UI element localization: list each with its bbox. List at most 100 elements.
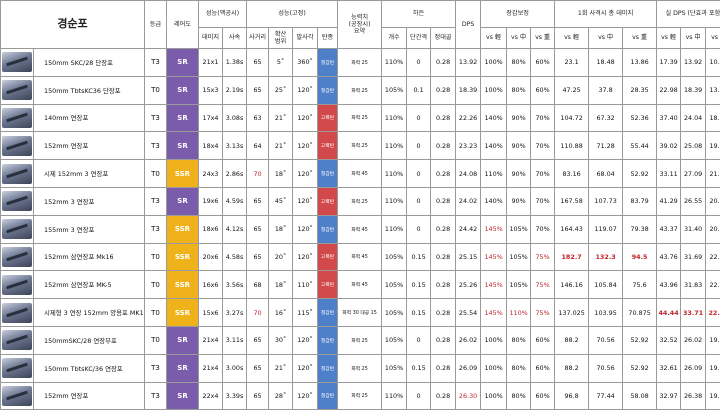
realdps-heavy-cell: 18.70	[706, 104, 720, 132]
arc-cell: 120˚	[293, 243, 318, 271]
dps-cell: 25.26	[456, 271, 481, 299]
range-header: 사거리	[247, 28, 269, 49]
gun-icon	[2, 386, 32, 406]
realdps-heavy-cell: 19.51	[706, 132, 720, 160]
interval-cell: 0.28	[431, 132, 456, 160]
spread-cell: 25˚	[269, 76, 293, 104]
grade-cell: T3	[145, 104, 167, 132]
realdps-light-cell: 43.96	[657, 271, 681, 299]
arc-cell: 110˚	[293, 271, 318, 299]
ammo-cell: 철갑탄	[318, 76, 338, 104]
dps-cell: 26.02	[456, 326, 481, 354]
realdps-light-cell: 43.37	[657, 215, 681, 243]
armor-medium-cell: 90%	[507, 187, 531, 215]
bullet-cell: 110%	[382, 187, 407, 215]
dps-cell: 13.92	[456, 49, 481, 77]
spread-cell: 21˚	[269, 354, 293, 382]
realdps-light-cell: 22.98	[657, 76, 681, 104]
bullet-cell: 110%	[382, 215, 407, 243]
realdps-light-cell: 32.52	[657, 326, 681, 354]
spread-cell: 30˚	[269, 326, 293, 354]
count-cell: 0	[407, 215, 431, 243]
armor-light-cell: 140%	[481, 104, 507, 132]
realdps-light-cell: 37.40	[657, 104, 681, 132]
arc-cell: 120˚	[293, 76, 318, 104]
realdps-medium-cell: 33.71	[681, 299, 706, 327]
speed-cell: 3.39s	[223, 382, 247, 410]
salvo-light-cell: 83.16	[555, 160, 589, 188]
armor-light-cell: 110%	[481, 160, 507, 188]
real-dps-heavy-header: vs 重	[706, 28, 720, 49]
armor-medium-cell: 105%	[507, 243, 531, 271]
gun-icon	[2, 358, 32, 378]
bullet-cell: 105%	[382, 326, 407, 354]
name-cell: 155mm 3 연장포	[34, 215, 145, 243]
rarity-cell: SR	[167, 132, 199, 160]
armor-heavy-cell: 60%	[531, 354, 555, 382]
dps-cell: 23.23	[456, 132, 481, 160]
speed-cell: 3.27s	[223, 299, 247, 327]
range-cell: 65	[247, 326, 269, 354]
ability-cell: 화력 25	[338, 104, 382, 132]
salvo-medium-cell: 67.32	[589, 104, 623, 132]
gun-icon	[2, 80, 32, 100]
armor-light-cell: 100%	[481, 326, 507, 354]
realdps-heavy-cell: 13.79	[706, 76, 720, 104]
bullet-cell: 105%	[382, 243, 407, 271]
spread-header: 확산 범위	[269, 28, 293, 49]
gun-icon-cell	[1, 354, 34, 382]
ammo-cell: 고폭탄	[318, 187, 338, 215]
arc-cell: 115˚	[293, 299, 318, 327]
grade-cell: T3	[145, 49, 167, 77]
armor-light-cell: 140%	[481, 132, 507, 160]
salvo-medium-cell: 71.28	[589, 132, 623, 160]
ability-cell: 화력 25	[338, 49, 382, 77]
bullet-cell: 105%	[382, 76, 407, 104]
rarity-cell: SSR	[167, 160, 199, 188]
realdps-heavy-cell: 10.44	[706, 49, 720, 77]
armor-heavy-cell: 60%	[531, 382, 555, 410]
salvo-light-cell: 167.58	[555, 187, 589, 215]
grade-cell: T0	[145, 326, 167, 354]
realdps-heavy-cell: 19.78	[706, 382, 720, 410]
realdps-light-cell: 44.44	[657, 299, 681, 327]
name-cell: 시제 152mm 3 연장포	[34, 160, 145, 188]
speed-cell: 3.00s	[223, 354, 247, 382]
salvo-light-cell: 88.2	[555, 354, 589, 382]
realdps-medium-cell: 31.40	[681, 215, 706, 243]
arc-cell: 360˚	[293, 49, 318, 77]
spread-cell: 20˚	[269, 243, 293, 271]
speed-cell: 3.11s	[223, 326, 247, 354]
realdps-medium-cell: 31.83	[681, 271, 706, 299]
salvo-heavy-cell: 79.38	[623, 215, 657, 243]
range-cell: 65	[247, 76, 269, 104]
real-dps-header: 실 DPS (단효과 포함)	[657, 1, 720, 28]
bullet-header: 개수	[382, 28, 407, 49]
range-cell: 70	[247, 299, 269, 327]
count-cell: 0	[407, 326, 431, 354]
grade-cell: T0	[145, 160, 167, 188]
name-cell: 150mmSKC/28 연장부포	[34, 326, 145, 354]
grade-header: 등급	[145, 1, 167, 49]
gun-icon	[2, 136, 32, 156]
ability-cell: 화력 45	[338, 243, 382, 271]
interval-cell: 0.28	[431, 326, 456, 354]
speed-cell: 1.38s	[223, 49, 247, 77]
gun-icon	[2, 108, 32, 128]
salvo-medium-cell: 132.3	[589, 243, 623, 271]
grade-cell: T0	[145, 271, 167, 299]
salvo-heavy-cell: 75.6	[623, 271, 657, 299]
arc-cell: 120˚	[293, 132, 318, 160]
range-cell: 65	[247, 382, 269, 410]
interval-header: 단간격	[407, 28, 431, 49]
armor-medium-cell: 90%	[507, 104, 531, 132]
damage-cell: 19x6	[199, 187, 223, 215]
armor-medium-cell: 80%	[507, 76, 531, 104]
damage-cell: 18x6	[199, 215, 223, 243]
